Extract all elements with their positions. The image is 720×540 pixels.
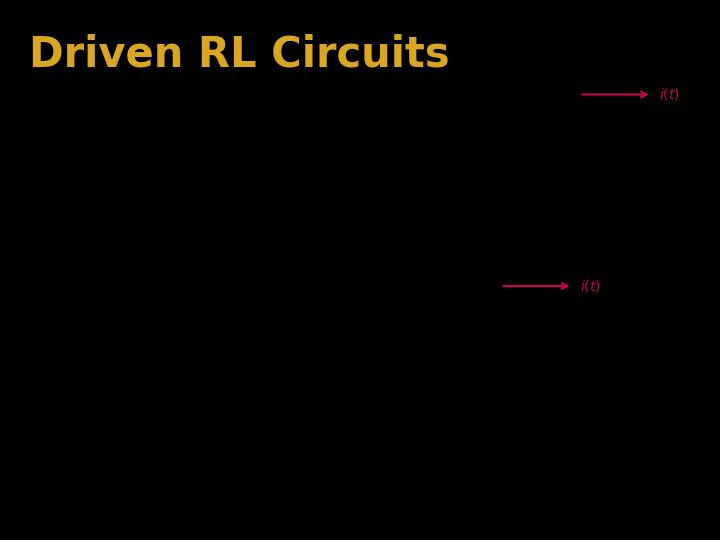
Text: $L$: $L$	[687, 204, 696, 217]
Text: 16: 16	[683, 505, 702, 520]
Text: $i(t)$: $i(t)$	[659, 86, 680, 103]
Text: −: −	[377, 215, 386, 225]
Text: +: +	[399, 375, 408, 384]
Text: +: +	[377, 195, 386, 205]
Text: Copyright © 2013 The McGraw-Hill Companies, Inc. Permission required for
reprodu: Copyright © 2013 The McGraw-Hill Compani…	[118, 498, 487, 520]
Text: Driven RL Circuits: Driven RL Circuits	[29, 34, 449, 76]
Text: The total response is the: The total response is the	[29, 134, 308, 157]
Text: $R$: $R$	[539, 335, 549, 349]
Text: −: −	[399, 397, 408, 407]
Text: $V_0\,u(t)$: $V_0\,u(t)$	[457, 383, 498, 399]
Text: $i(t) = \dfrac{V_0}{R}\left(1 - e^{-Rt/L}\right)u(t)$: $i(t) = \dfrac{V_0}{R}\left(1 - e^{-Rt/L…	[36, 341, 343, 401]
Text: combination of the: combination of the	[29, 186, 269, 208]
Text: transient/natural response and: transient/natural response and	[29, 237, 406, 259]
Text: $i(t)$: $i(t)$	[580, 278, 600, 294]
Text: $L$: $L$	[694, 384, 703, 398]
Text: $R$: $R$	[531, 145, 541, 159]
Text: the forced response:: the forced response:	[29, 288, 289, 310]
Text: $t = 0$: $t = 0$	[421, 77, 450, 90]
